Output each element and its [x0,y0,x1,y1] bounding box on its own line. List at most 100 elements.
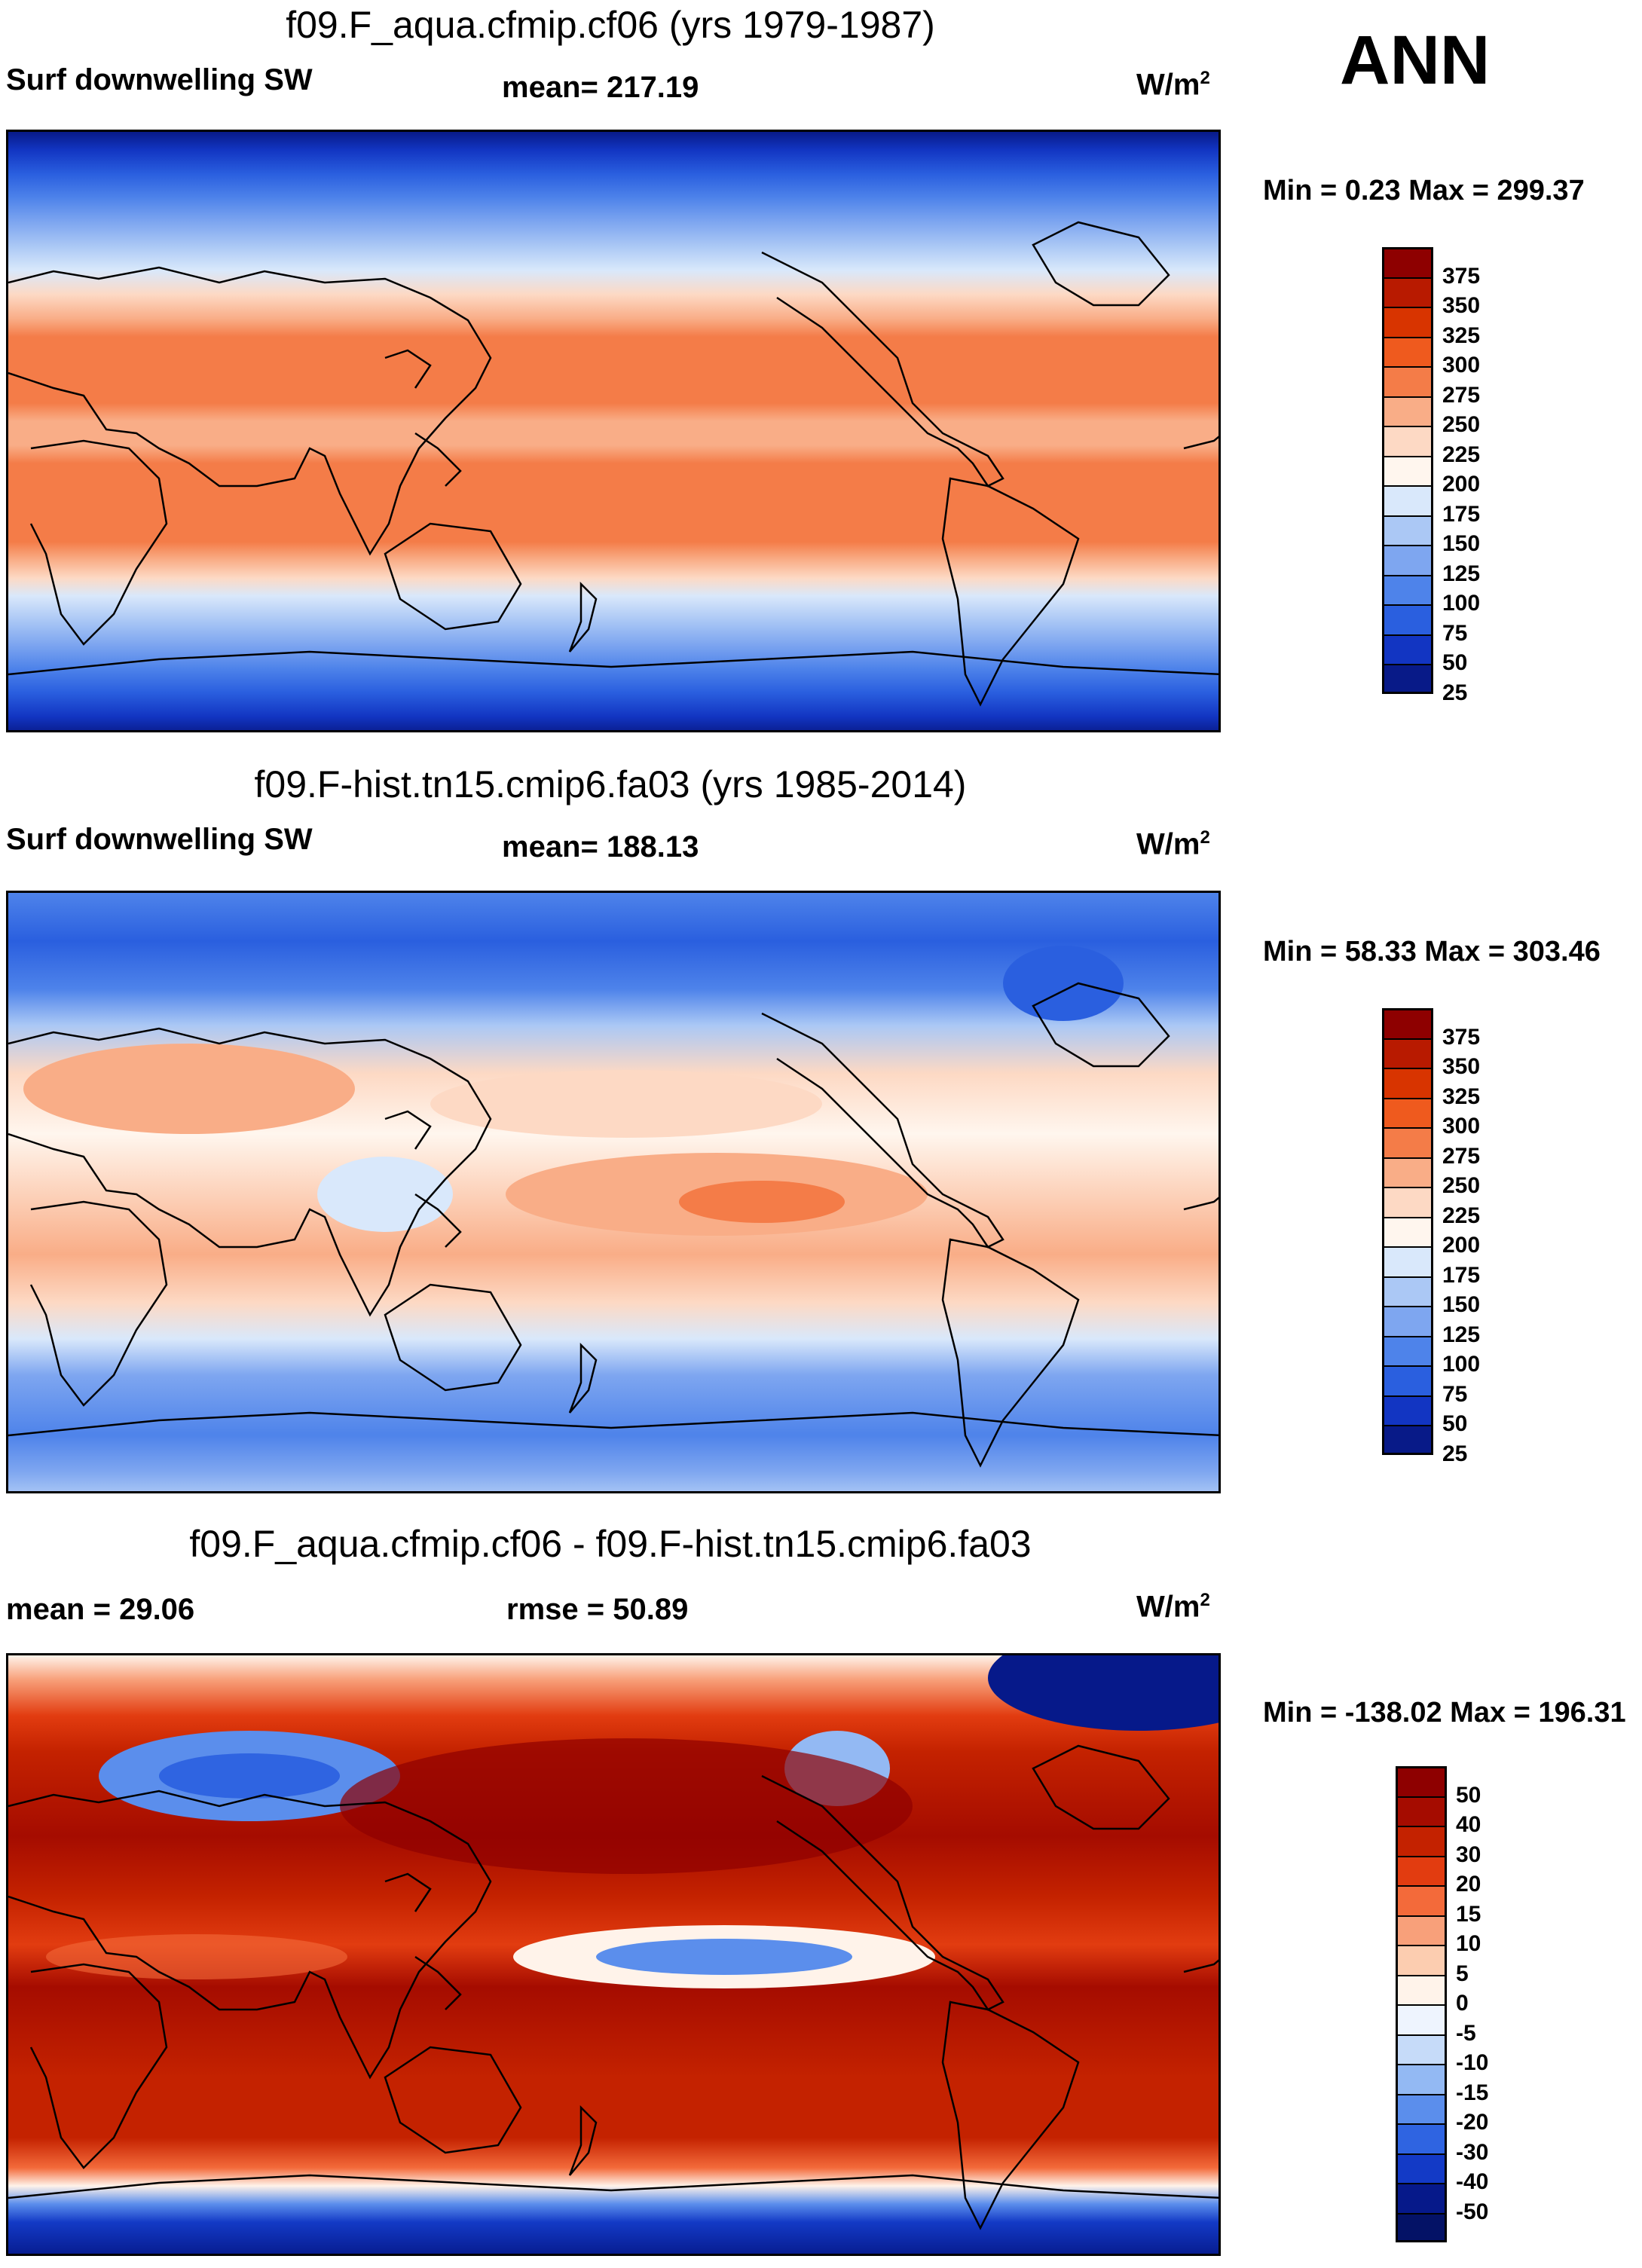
colorbar-tick-label: 225 [1442,1203,1481,1228]
colorbar-tick-label: 75 [1442,1381,1468,1407]
colorbar-segment [1396,1974,1447,2004]
colorbar-segment [1382,634,1433,664]
colorbar-segment [1382,1068,1433,1098]
colorbar-segment [1396,1855,1447,1885]
colorbar-tick-label: 150 [1442,1292,1481,1317]
panel-1-map [6,130,1221,732]
colorbar-tick-label: -50 [1456,2199,1489,2224]
panel-2-mean-label: mean= 188.13 [502,830,699,863]
colorbar-segment [1396,1915,1447,1945]
colorbar-segment [1382,664,1433,694]
colorbar-segment [1382,1335,1433,1365]
colorbar-tick-label: -15 [1456,2080,1489,2105]
colorbar-segment [1396,2093,1447,2123]
coastlines [8,982,1219,1468]
colorbar-tick-label: -20 [1456,2110,1489,2135]
colorbar-segment [1382,1306,1433,1336]
panel-2-title: f09.F-hist.tn15.cmip6.fa03 (yrs 1985-201… [254,763,967,805]
colorbar-tick-label: 50 [1442,1411,1468,1436]
colorbar-tick-label: 150 [1442,531,1481,556]
panel-1-minmax: Min = 0.23 Max = 299.37 [1263,175,1585,206]
colorbar-tick-label: 200 [1442,472,1481,497]
colorbar-tick-label: 5 [1456,1961,1469,1986]
colorbar-tick-label: 300 [1442,353,1481,377]
panel-3-units: W/m2 [1136,1590,1210,1624]
colorbar-segment [1396,1826,1447,1856]
coastlines [8,221,1219,707]
colorbar-segment [1382,1365,1433,1395]
colorbar-tick-label: 325 [1442,322,1481,348]
colorbar-segment [1382,277,1433,307]
colorbar-tick-label: 15 [1456,1901,1481,1927]
panel-2-field-label: Surf downwelling SW [6,823,313,856]
colorbar-segment [1382,396,1433,426]
colorbar-tick-label: 10 [1456,1931,1481,1956]
colorbar-segment [1396,2064,1447,2094]
panel-2-map [6,891,1221,1493]
colorbar-segment [1396,2123,1447,2153]
colorbar-tick-label: 275 [1442,1143,1481,1169]
colorbar-tick-label: 40 [1456,1812,1481,1837]
colorbar-tick-label: 250 [1442,412,1481,437]
colorbar-tick-label: 50 [1456,1782,1481,1808]
colorbar-segment [1396,1945,1447,1975]
panel-1-field-label: Surf downwelling SW [6,63,313,96]
colorbar-tick-label: 125 [1442,1322,1481,1347]
colorbar-segment [1396,2212,1447,2242]
colorbar-tick-label: 350 [1442,293,1481,318]
colorbar-tick-label: 100 [1442,591,1481,616]
season-label: ANN [1340,22,1491,99]
colorbar-segment [1382,604,1433,634]
colorbar-tick-label: 75 [1442,620,1468,646]
colorbar-segment [1382,515,1433,545]
colorbar-tick-label: 300 [1442,1114,1481,1139]
colorbar-segment [1382,1246,1433,1276]
panel-3-minmax: Min = -138.02 Max = 196.31 [1263,1697,1626,1729]
colorbar-tick-label: 375 [1442,263,1481,289]
colorbar-tick-label: 325 [1442,1084,1481,1109]
panel-2-map-field [8,893,1219,1491]
colorbar-segment [1382,455,1433,485]
colorbar-frame [1382,247,1433,694]
colorbar-segment [1396,2004,1447,2034]
colorbar-tick-label: 275 [1442,382,1481,408]
panel-1-title: f09.F_aqua.cfmip.cf06 (yrs 1979-1987) [286,4,935,46]
colorbar-tick-label: 30 [1456,1842,1481,1867]
colorbar-segment [1396,1796,1447,1826]
panel-3-mean-label: mean = 29.06 [6,1593,195,1626]
colorbar-tick-label: 100 [1442,1352,1481,1377]
colorbar-segment [1396,1885,1447,1915]
colorbar-segment [1396,2153,1447,2183]
colorbar-segment [1382,1127,1433,1157]
colorbar-segment [1382,1157,1433,1187]
colorbar-tick-label: 125 [1442,561,1481,586]
colorbar-tick-label: -10 [1456,2050,1489,2075]
colorbar-segment [1382,545,1433,575]
colorbar-tick-label: 350 [1442,1054,1481,1079]
panel-1-map-field [8,132,1219,730]
colorbar-tick-label: 25 [1442,680,1468,705]
colorbar-segment [1382,1395,1433,1425]
colorbar-tick-label: 20 [1456,1872,1481,1897]
panel-1-mean-label: mean= 217.19 [502,71,699,104]
colorbar-tick-label: -40 [1456,2169,1489,2194]
colorbar-segment [1382,1038,1433,1068]
colorbar-segment [1382,574,1433,604]
colorbar-tick-label: 225 [1442,442,1481,467]
colorbar-segment [1382,1097,1433,1127]
colorbar-tick-label: 50 [1442,650,1468,675]
colorbar-segment [1382,336,1433,366]
panel-2-units: W/m2 [1136,827,1210,861]
colorbar-segment [1382,485,1433,515]
colorbar-tick-label: 0 [1456,1991,1469,2016]
panel-3-map [6,1653,1221,2256]
colorbar-segment [1382,366,1433,396]
colorbar-segment [1382,1216,1433,1246]
colorbar-segment [1382,1276,1433,1306]
colorbar-tick-label: 25 [1442,1441,1468,1466]
colorbar-tick-label: -30 [1456,2139,1489,2165]
colorbar-frame [1382,1008,1433,1455]
panel-3-rmse-label: rmse = 50.89 [506,1593,689,1626]
colorbar-tick-label: 200 [1442,1233,1481,1258]
colorbar-tick-label: 250 [1442,1173,1481,1198]
